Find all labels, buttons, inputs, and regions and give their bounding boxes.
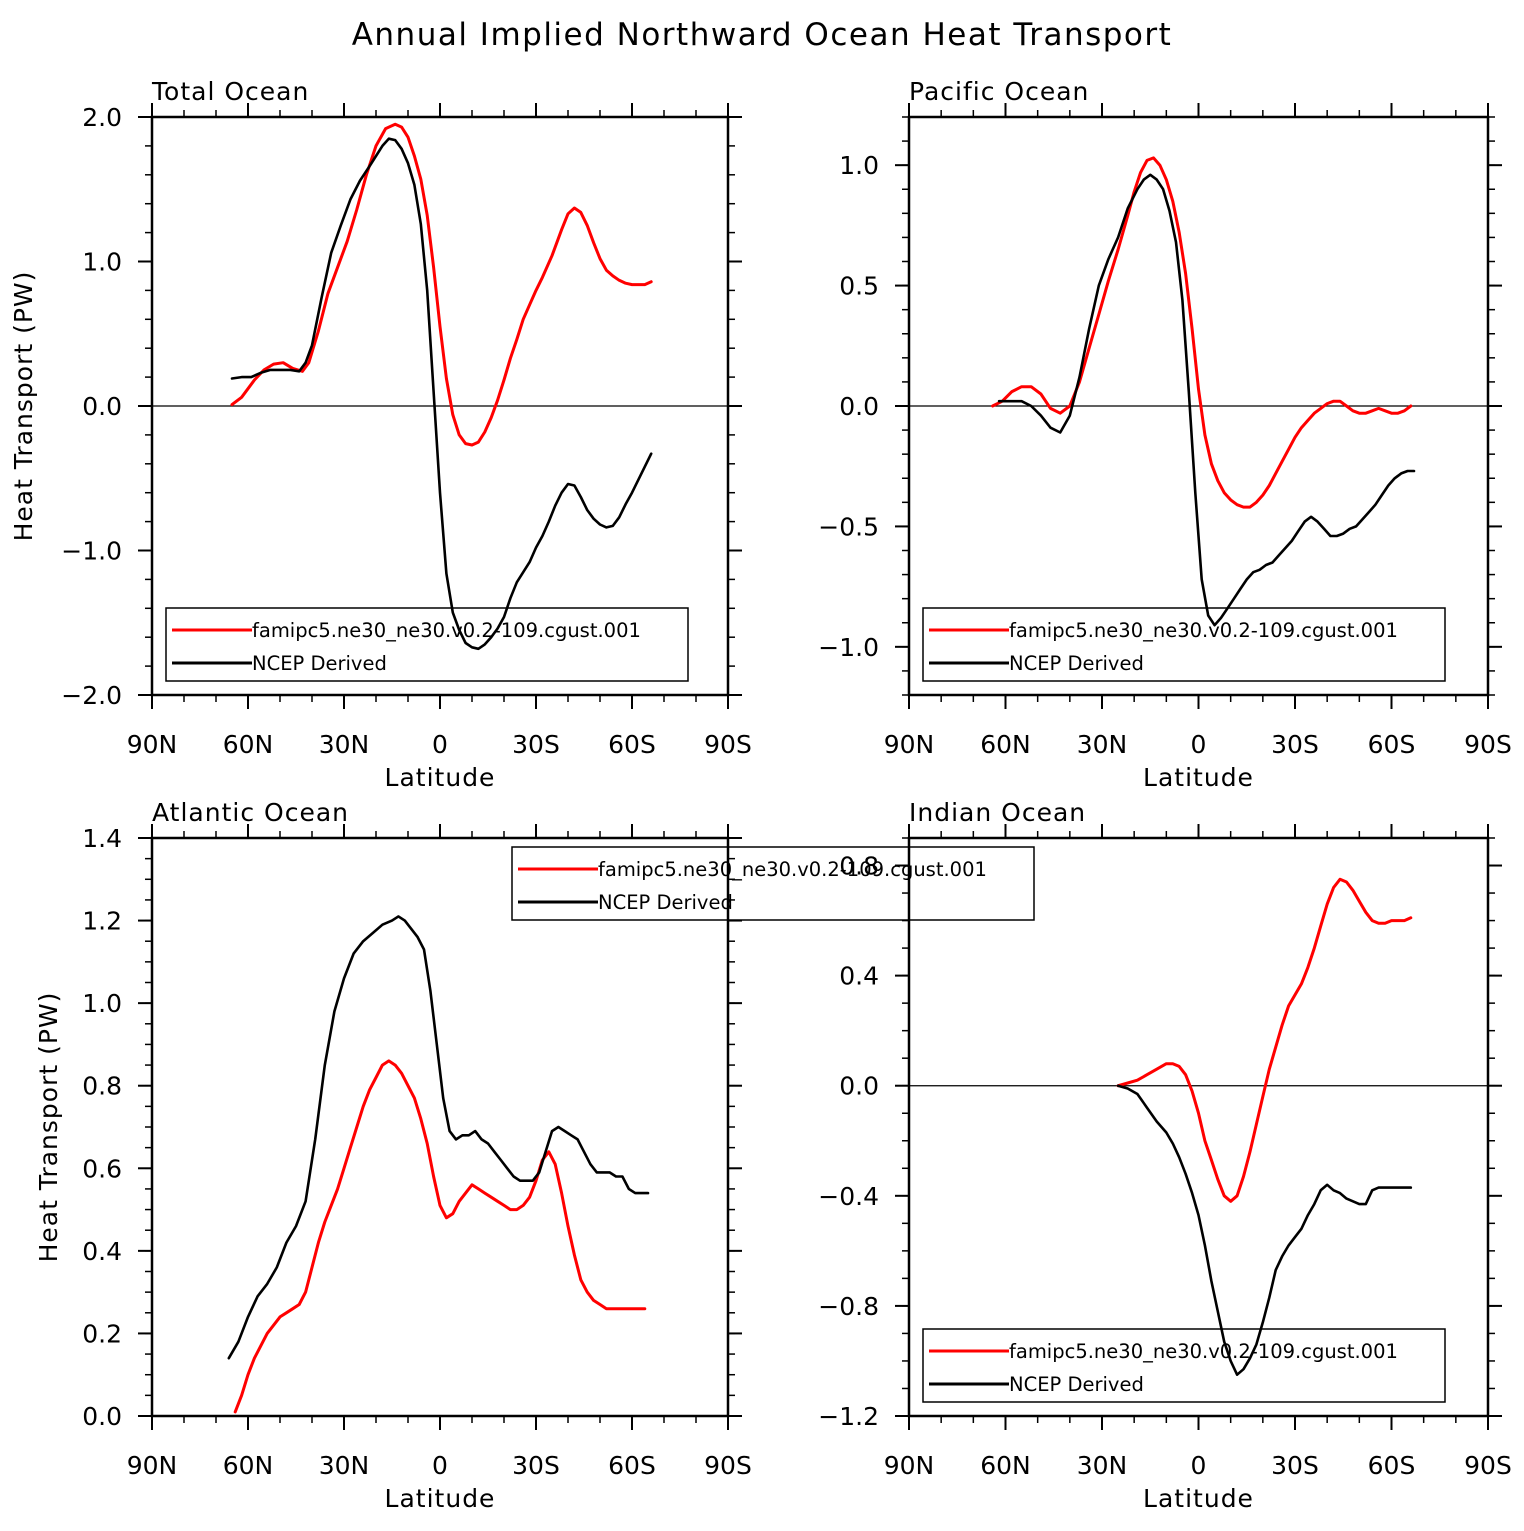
- y-tick-label: 1.0: [839, 151, 879, 180]
- chart-panel-1: −2.0 −1.0 0.0 1.0 2.0 90N 60N 30N 0 30S 60S 90S Tota…: [9, 77, 752, 792]
- legend-model-label: famipc5.ne30_ne30.v0.2-109.cgust.001: [1009, 1340, 1398, 1363]
- x-tick-label: 30S: [1271, 1451, 1319, 1480]
- plot-frame: [150, 836, 730, 1418]
- panel-title: Pacific Ocean: [909, 77, 1089, 106]
- legend: famipc5.ne30_ne30.v0.2-109.cgust.001 NCEP…: [165, 607, 689, 682]
- legend-ncep-label: NCEP Derived: [252, 652, 387, 675]
- model-series-line: [233, 1059, 647, 1414]
- model-series-line: [991, 156, 1413, 509]
- y-tick-label: 1.4: [82, 824, 122, 853]
- panel-title: Indian Ocean: [909, 798, 1086, 827]
- x-tick-label: 60N: [980, 1451, 1031, 1480]
- figure-title: Annual Implied Northward Ocean Heat Tran…: [352, 17, 1173, 53]
- x-tick-label: 0: [432, 730, 448, 759]
- x-axis-label: Latitude: [385, 1484, 496, 1513]
- x-tick-label: 30N: [1077, 1451, 1128, 1480]
- y-tick-label: 1.0: [82, 989, 122, 1018]
- x-tick-label: 60S: [1368, 730, 1416, 759]
- y-tick-label: −0.5: [818, 512, 879, 541]
- panel-title: Total Ocean: [151, 77, 309, 106]
- x-tick-label: 60S: [1368, 1451, 1416, 1480]
- ncep-series-line: [230, 137, 653, 651]
- y-tick-label: −0.8: [818, 1292, 879, 1321]
- x-tick-label: 0: [1191, 1451, 1207, 1480]
- y-tick-label: −1.0: [61, 537, 122, 566]
- legend: famipc5.ne30_ne30.v0.2-109.cgust.001 NCEP…: [922, 1328, 1446, 1403]
- x-tick-label: 60N: [223, 1451, 274, 1480]
- y-tick-label: 0.8: [82, 1072, 122, 1101]
- y-tick-label: −0.4: [818, 1182, 879, 1211]
- x-tick-label: 90N: [884, 730, 935, 759]
- legend-box: [922, 607, 1446, 682]
- y-tick-label: 0.5: [839, 272, 879, 301]
- model-series-line: [230, 122, 653, 447]
- legend: famipc5.ne30_ne30.v0.2-109.cgust.001 NCEP…: [511, 846, 1035, 921]
- y-tick-label: −2.0: [61, 681, 122, 710]
- x-tick-label: 30S: [512, 1451, 560, 1480]
- x-tick-label: 90S: [704, 730, 752, 759]
- y-tick-label: 0.4: [82, 1237, 122, 1266]
- y-tick-label: 0.8: [839, 852, 879, 881]
- x-tick-label: 30N: [1077, 730, 1128, 759]
- legend-ncep-label: NCEP Derived: [598, 891, 733, 914]
- x-tick-label: 0: [432, 1451, 448, 1480]
- ncep-series-line: [997, 173, 1416, 627]
- y-tick-label: 1.2: [82, 907, 122, 936]
- y-tick-label: 0.0: [839, 1072, 879, 1101]
- x-tick-label: 30S: [1271, 730, 1319, 759]
- x-tick-label: 60S: [608, 1451, 656, 1480]
- y-tick-label: 0.2: [82, 1319, 122, 1348]
- x-tick-label: 90N: [127, 1451, 178, 1480]
- y-tick-label: −1.0: [818, 633, 879, 662]
- y-axis-label: Heat Transport (PW): [34, 992, 63, 1263]
- legend-box: [922, 1328, 1446, 1403]
- chart-panel-2: −1.0 −0.5 0.0 0.5 1.0 90N 60N 30N 0 30S 60S 90S Paci…: [818, 77, 1512, 792]
- chart-panel-3: 0.0 0.2 0.4 0.6 0.8 1.0 1.2 1.4 90N 60N 30N 0 30S 60S…: [34, 798, 1035, 1513]
- legend: famipc5.ne30_ne30.v0.2-109.cgust.001 NCEP…: [922, 607, 1446, 682]
- y-tick-label: 0.0: [82, 1402, 122, 1431]
- legend-model-label: famipc5.ne30_ne30.v0.2-109.cgust.001: [1009, 619, 1398, 642]
- x-tick-label: 30N: [319, 1451, 370, 1480]
- x-axis-label: Latitude: [385, 763, 496, 792]
- x-tick-label: 60S: [608, 730, 656, 759]
- x-tick-label: 90S: [1464, 1451, 1512, 1480]
- x-tick-label: 90S: [1464, 730, 1512, 759]
- x-tick-label: 0: [1191, 730, 1207, 759]
- x-tick-label: 30N: [319, 730, 370, 759]
- legend-box: [165, 607, 689, 682]
- y-tick-label: −1.2: [818, 1402, 879, 1431]
- y-tick-label: 0.0: [839, 392, 879, 421]
- y-tick-label: 2.0: [82, 103, 122, 132]
- x-tick-label: 90S: [704, 1451, 752, 1480]
- x-tick-label: 60N: [980, 730, 1031, 759]
- y-tick-label: 1.0: [82, 248, 122, 277]
- panel-title: Atlantic Ocean: [152, 798, 349, 827]
- x-tick-label: 90N: [884, 1451, 935, 1480]
- x-tick-label: 60N: [223, 730, 274, 759]
- x-tick-label: 90N: [127, 730, 178, 759]
- legend-box: [511, 846, 1035, 921]
- x-axis-label: Latitude: [1143, 1484, 1254, 1513]
- y-tick-label: 0.0: [82, 392, 122, 421]
- ncep-series-line: [227, 915, 650, 1360]
- legend-model-label: famipc5.ne30_ne30.v0.2-109.cgust.001: [598, 858, 987, 881]
- x-tick-label: 30S: [512, 730, 560, 759]
- legend-ncep-label: NCEP Derived: [1009, 652, 1144, 675]
- model-series-line: [1116, 877, 1413, 1203]
- ncep-series-line: [1116, 1084, 1413, 1376]
- legend-ncep-label: NCEP Derived: [1009, 1373, 1144, 1396]
- y-tick-label: 0.4: [839, 962, 879, 991]
- chart-panel-4: −1.2 −0.8 −0.4 0.0 0.4 0.8 90N 60N 30N 0 30S 60S 90S…: [818, 798, 1512, 1513]
- legend-model-label: famipc5.ne30_ne30.v0.2-109.cgust.001: [252, 619, 641, 642]
- y-tick-label: 0.6: [82, 1154, 122, 1183]
- y-axis-label: Heat Transport (PW): [9, 271, 38, 542]
- x-axis-label: Latitude: [1143, 763, 1254, 792]
